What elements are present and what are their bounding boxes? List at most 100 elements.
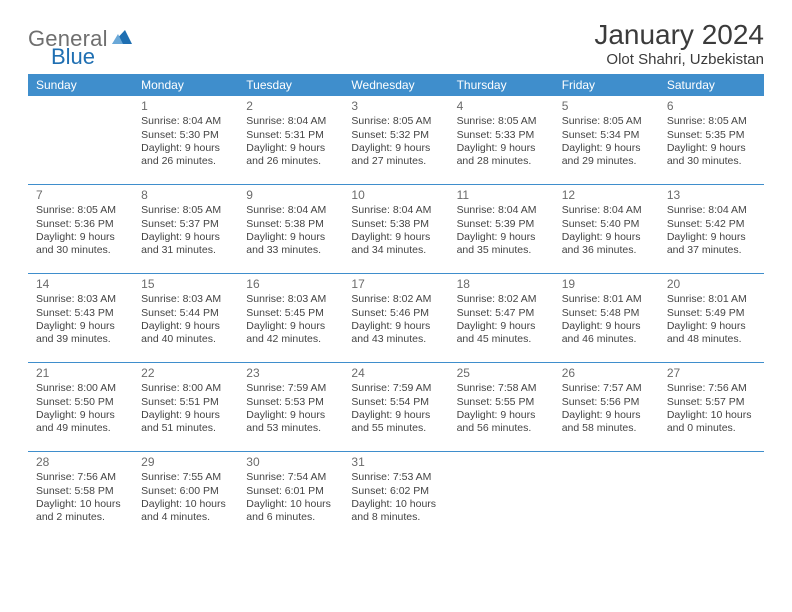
daylight-text: Daylight: 10 hours and 2 minutes. — [36, 498, 127, 524]
daylight-text: Daylight: 9 hours and 30 minutes. — [36, 231, 127, 257]
day-number: 14 — [36, 277, 127, 292]
calendar-row: 28Sunrise: 7:56 AMSunset: 5:58 PMDayligh… — [28, 452, 764, 541]
sunrise-text: Sunrise: 8:02 AM — [351, 293, 442, 306]
sunrise-text: Sunrise: 8:00 AM — [141, 382, 232, 395]
sunset-text: Sunset: 5:51 PM — [141, 396, 232, 409]
daylight-text: Daylight: 10 hours and 8 minutes. — [351, 498, 442, 524]
day-number: 23 — [246, 366, 337, 381]
sunset-text: Sunset: 5:42 PM — [667, 218, 758, 231]
sunset-text: Sunset: 5:47 PM — [457, 307, 548, 320]
daylight-text: Daylight: 9 hours and 27 minutes. — [351, 142, 442, 168]
day-number: 19 — [562, 277, 653, 292]
calendar-cell — [659, 452, 764, 541]
day-number: 9 — [246, 188, 337, 203]
sunrise-text: Sunrise: 7:59 AM — [246, 382, 337, 395]
day-number: 20 — [667, 277, 758, 292]
sunrise-text: Sunrise: 7:55 AM — [141, 471, 232, 484]
daylight-text: Daylight: 9 hours and 51 minutes. — [141, 409, 232, 435]
daylight-text: Daylight: 9 hours and 36 minutes. — [562, 231, 653, 257]
daylight-text: Daylight: 9 hours and 35 minutes. — [457, 231, 548, 257]
sunrise-text: Sunrise: 8:04 AM — [246, 204, 337, 217]
calendar-cell: 14Sunrise: 8:03 AMSunset: 5:43 PMDayligh… — [28, 274, 133, 363]
day-number: 8 — [141, 188, 232, 203]
day-number: 13 — [667, 188, 758, 203]
sunset-text: Sunset: 5:40 PM — [562, 218, 653, 231]
calendar-cell: 19Sunrise: 8:01 AMSunset: 5:48 PMDayligh… — [554, 274, 659, 363]
sunset-text: Sunset: 5:37 PM — [141, 218, 232, 231]
day-number: 24 — [351, 366, 442, 381]
calendar-cell: 7Sunrise: 8:05 AMSunset: 5:36 PMDaylight… — [28, 185, 133, 274]
sunrise-text: Sunrise: 8:05 AM — [562, 115, 653, 128]
header: General January 2024 Olot Shahri, Uzbeki… — [28, 20, 764, 68]
day-number: 1 — [141, 99, 232, 114]
daylight-text: Daylight: 9 hours and 40 minutes. — [141, 320, 232, 346]
sunrise-text: Sunrise: 8:04 AM — [246, 115, 337, 128]
daylight-text: Daylight: 9 hours and 26 minutes. — [246, 142, 337, 168]
daylight-text: Daylight: 9 hours and 39 minutes. — [36, 320, 127, 346]
sunrise-text: Sunrise: 8:00 AM — [36, 382, 127, 395]
logo-mark-icon — [112, 28, 132, 49]
sunrise-text: Sunrise: 8:02 AM — [457, 293, 548, 306]
calendar-cell: 13Sunrise: 8:04 AMSunset: 5:42 PMDayligh… — [659, 185, 764, 274]
daylight-text: Daylight: 9 hours and 49 minutes. — [36, 409, 127, 435]
daylight-text: Daylight: 9 hours and 46 minutes. — [562, 320, 653, 346]
day-number: 30 — [246, 455, 337, 470]
day-number: 18 — [457, 277, 548, 292]
sunset-text: Sunset: 5:38 PM — [351, 218, 442, 231]
calendar-cell — [449, 452, 554, 541]
sunset-text: Sunset: 5:34 PM — [562, 129, 653, 142]
daylight-text: Daylight: 9 hours and 37 minutes. — [667, 231, 758, 257]
calendar-row: 1 Sunrise: 8:04 AM Sunset: 5:30 PM Daylight… — [28, 96, 764, 185]
sunrise-text: Sunrise: 8:04 AM — [351, 204, 442, 217]
daylight-text: Daylight: 9 hours and 33 minutes. — [246, 231, 337, 257]
sunset-text: Sunset: 5:56 PM — [562, 396, 653, 409]
sunset-text: Sunset: 5:32 PM — [351, 129, 442, 142]
day-header: Friday — [554, 74, 659, 96]
sunrise-text: Sunrise: 8:05 AM — [36, 204, 127, 217]
sunset-text: Sunset: 5:30 PM — [141, 129, 232, 142]
calendar-cell: 24Sunrise: 7:59 AMSunset: 5:54 PMDayligh… — [343, 363, 448, 452]
sunrise-text: Sunrise: 7:59 AM — [351, 382, 442, 395]
calendar-cell: 1Sunrise: 8:04 AMSunset: 5:30 PMDaylight… — [133, 96, 238, 185]
day-header: Wednesday — [343, 74, 448, 96]
calendar-cell: 31Sunrise: 7:53 AMSunset: 6:02 PMDayligh… — [343, 452, 448, 541]
day-number: 11 — [457, 188, 548, 203]
calendar-cell: 16Sunrise: 8:03 AMSunset: 5:45 PMDayligh… — [238, 274, 343, 363]
daylight-text: Daylight: 9 hours and 34 minutes. — [351, 231, 442, 257]
sunset-text: Sunset: 5:49 PM — [667, 307, 758, 320]
calendar-cell: 10Sunrise: 8:04 AMSunset: 5:38 PMDayligh… — [343, 185, 448, 274]
calendar-body: 1 Sunrise: 8:04 AM Sunset: 5:30 PM Daylight… — [28, 96, 764, 540]
calendar-cell: 29Sunrise: 7:55 AMSunset: 6:00 PMDayligh… — [133, 452, 238, 541]
calendar-cell: 28Sunrise: 7:56 AMSunset: 5:58 PMDayligh… — [28, 452, 133, 541]
sunset-text: Sunset: 5:44 PM — [141, 307, 232, 320]
calendar-cell: 21Sunrise: 8:00 AMSunset: 5:50 PMDayligh… — [28, 363, 133, 452]
sunset-text: Sunset: 5:58 PM — [36, 485, 127, 498]
daylight-text: Daylight: 9 hours and 53 minutes. — [246, 409, 337, 435]
calendar-cell: 30Sunrise: 7:54 AMSunset: 6:01 PMDayligh… — [238, 452, 343, 541]
sunrise-text: Sunrise: 8:03 AM — [246, 293, 337, 306]
calendar-cell: 11Sunrise: 8:04 AMSunset: 5:39 PMDayligh… — [449, 185, 554, 274]
calendar-row: 7Sunrise: 8:05 AMSunset: 5:36 PMDaylight… — [28, 185, 764, 274]
day-number: 15 — [141, 277, 232, 292]
day-header: Sunday — [28, 74, 133, 96]
sunset-text: Sunset: 5:43 PM — [36, 307, 127, 320]
day-header: Thursday — [449, 74, 554, 96]
calendar-cell: 2Sunrise: 8:04 AMSunset: 5:31 PMDaylight… — [238, 96, 343, 185]
calendar-cell: 4Sunrise: 8:05 AMSunset: 5:33 PMDaylight… — [449, 96, 554, 185]
sunset-text: Sunset: 5:35 PM — [667, 129, 758, 142]
day-header: Saturday — [659, 74, 764, 96]
sunrise-text: Sunrise: 7:56 AM — [36, 471, 127, 484]
calendar-table: Sunday Monday Tuesday Wednesday Thursday… — [28, 74, 764, 540]
daylight-text: Daylight: 9 hours and 42 minutes. — [246, 320, 337, 346]
daylight-text: Daylight: 9 hours and 56 minutes. — [457, 409, 548, 435]
daylight-text: Daylight: 10 hours and 0 minutes. — [667, 409, 758, 435]
day-number: 29 — [141, 455, 232, 470]
sunset-text: Sunset: 5:33 PM — [457, 129, 548, 142]
calendar-cell: 22Sunrise: 8:00 AMSunset: 5:51 PMDayligh… — [133, 363, 238, 452]
calendar-cell: 18Sunrise: 8:02 AMSunset: 5:47 PMDayligh… — [449, 274, 554, 363]
calendar-cell: 8Sunrise: 8:05 AMSunset: 5:37 PMDaylight… — [133, 185, 238, 274]
day-number: 2 — [246, 99, 337, 114]
calendar-cell: 25Sunrise: 7:58 AMSunset: 5:55 PMDayligh… — [449, 363, 554, 452]
daylight-text: Daylight: 9 hours and 43 minutes. — [351, 320, 442, 346]
sunrise-text: Sunrise: 8:04 AM — [667, 204, 758, 217]
